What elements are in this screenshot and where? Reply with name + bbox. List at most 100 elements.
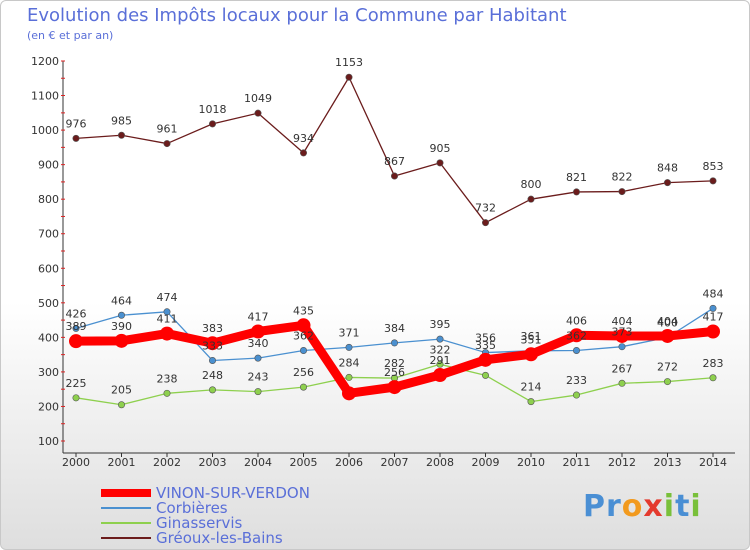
data-label: 233 <box>566 374 587 387</box>
y-tick-label: 200 <box>38 400 59 413</box>
data-label: 256 <box>384 366 405 379</box>
data-label: 284 <box>339 356 360 369</box>
data-point <box>478 352 493 367</box>
data-point <box>254 109 262 117</box>
data-label: 406 <box>566 314 587 327</box>
data-point <box>709 304 717 312</box>
legend-label: Corbières <box>156 499 228 517</box>
y-tick-label: 100 <box>38 435 59 448</box>
logo-letter: o <box>621 489 644 524</box>
data-point <box>209 386 217 394</box>
data-point <box>254 354 262 362</box>
data-label: 383 <box>202 322 223 335</box>
data-label: 411 <box>157 313 178 326</box>
x-tick-label: 2009 <box>472 456 500 469</box>
data-point <box>481 219 489 227</box>
data-label: 282 <box>384 357 405 370</box>
data-point <box>209 357 217 365</box>
data-label: 484 <box>703 287 724 300</box>
x-tick-label: 2014 <box>699 456 727 469</box>
data-point <box>118 131 126 139</box>
x-tick-label: 2000 <box>62 456 90 469</box>
data-label: 362 <box>293 329 314 342</box>
data-point <box>118 401 126 409</box>
data-point <box>618 379 626 387</box>
data-label: 1153 <box>335 56 363 69</box>
data-label: 362 <box>566 329 587 342</box>
data-label: 335 <box>475 339 496 352</box>
data-point <box>345 73 353 81</box>
data-label: 384 <box>384 322 405 335</box>
chart-subtitle: (en € et par an) <box>27 29 114 42</box>
data-label: 821 <box>566 171 587 184</box>
data-point <box>709 177 717 185</box>
data-point <box>615 328 629 343</box>
data-point <box>118 311 126 319</box>
data-label: 256 <box>293 366 314 379</box>
data-label: 848 <box>657 162 678 175</box>
data-point <box>163 140 171 148</box>
data-label: 390 <box>111 320 132 333</box>
x-tick-label: 2008 <box>426 456 454 469</box>
data-point <box>572 346 580 354</box>
logo-letter: i <box>663 489 676 524</box>
y-tick-label: 300 <box>38 366 59 379</box>
data-label: 934 <box>293 132 314 145</box>
x-tick-label: 2004 <box>244 456 272 469</box>
data-label: 395 <box>430 318 451 331</box>
data-label: 1049 <box>244 92 272 105</box>
data-point <box>387 380 402 395</box>
y-tick-label: 800 <box>38 193 59 206</box>
x-tick-label: 2007 <box>381 456 409 469</box>
y-tick-label: 1200 <box>31 55 59 68</box>
data-label: 426 <box>66 307 87 320</box>
proxiti-logo: Proxiti <box>583 489 702 524</box>
data-point <box>618 188 626 196</box>
data-label: 225 <box>66 377 87 390</box>
x-tick-label: 2005 <box>290 456 318 469</box>
logo-letter: i <box>690 489 702 524</box>
x-tick-label: 2003 <box>199 456 227 469</box>
data-label: 800 <box>521 178 542 191</box>
data-label: 351 <box>521 333 542 346</box>
data-point <box>433 368 447 383</box>
data-label: 291 <box>430 354 451 367</box>
data-label: 248 <box>202 369 223 382</box>
data-label: 464 <box>111 294 132 307</box>
data-point <box>209 120 217 128</box>
data-label: 417 <box>703 310 724 323</box>
data-point <box>163 389 171 397</box>
legend-swatch <box>101 537 151 539</box>
y-tick-label: 400 <box>38 331 59 344</box>
data-label: 853 <box>703 160 724 173</box>
data-label: 373 <box>612 326 633 339</box>
data-point <box>524 347 538 362</box>
data-label: 474 <box>157 291 178 304</box>
data-label: 435 <box>293 304 314 317</box>
data-point <box>436 159 444 167</box>
data-point <box>618 343 626 351</box>
data-point <box>572 391 580 399</box>
y-tick-label: 1000 <box>31 124 59 137</box>
data-label: 361 <box>521 330 542 343</box>
data-label: 214 <box>521 381 542 394</box>
data-label: 238 <box>157 372 178 385</box>
data-point <box>163 308 171 316</box>
y-tick-label: 600 <box>38 262 59 275</box>
data-label: 283 <box>703 357 724 370</box>
data-point <box>72 324 80 332</box>
data-label: 400 <box>657 316 678 329</box>
x-tick-label: 2013 <box>654 456 682 469</box>
y-tick-label: 700 <box>38 228 59 241</box>
data-label: 371 <box>339 326 360 339</box>
data-point <box>706 324 720 339</box>
data-point <box>436 360 444 368</box>
data-point <box>345 343 353 351</box>
data-point <box>345 373 353 381</box>
data-point <box>296 318 311 333</box>
data-point <box>709 374 717 382</box>
data-label: 822 <box>612 171 633 184</box>
y-tick-label: 900 <box>38 159 59 172</box>
